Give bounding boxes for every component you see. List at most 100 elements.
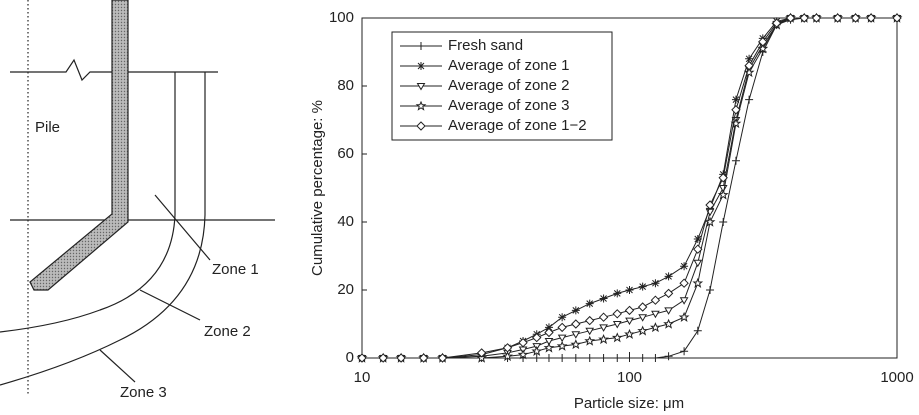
marker [571,306,580,315]
marker [717,189,729,200]
marker [625,286,634,294]
marker [650,295,661,305]
pile [29,0,129,291]
marker [638,282,647,291]
marker [570,339,582,350]
marker [613,289,622,298]
marker [706,286,715,294]
marker [637,325,649,336]
marker [811,13,822,23]
marker [571,331,581,339]
marker [544,338,554,346]
marker [679,278,689,288]
marker [557,334,567,343]
y-tick-label: 20 [337,281,354,298]
marker [599,354,608,362]
y-tick-label: 0 [346,349,354,366]
y-tick-label: 80 [337,77,354,94]
marker [719,218,728,226]
marker [502,351,513,362]
x-tick-label: 100 [617,369,642,386]
marker [731,105,741,115]
x-tick-label: 10 [354,369,371,386]
marker [544,323,553,332]
marker [693,235,702,243]
marker [517,349,529,360]
marker [678,311,690,322]
marker [745,54,754,63]
series-line [362,17,897,359]
marker [651,279,660,288]
legend-marker [417,42,425,50]
marker [664,307,673,315]
marker [584,335,596,346]
marker [476,352,488,363]
marker [692,277,704,288]
leader [139,289,201,321]
marker [651,310,660,319]
marker [598,312,609,322]
legend-marker [417,62,425,70]
marker [680,347,689,356]
marker [624,328,635,339]
marker [558,313,567,322]
marker [625,354,634,362]
marker [556,340,568,351]
legend-label: Average of zone 1−2 [448,117,587,134]
legend-marker [416,83,426,91]
marker [624,305,635,316]
marker [663,288,674,299]
marker [758,37,768,47]
marker [705,200,715,210]
marker [612,321,622,329]
marker [599,324,608,332]
marker [866,13,876,23]
marker [892,13,902,23]
marker [532,354,541,362]
x-tick-label: 1000 [880,369,913,386]
marker [663,318,674,329]
marker [396,353,406,363]
leader [154,194,211,261]
marker [731,156,740,165]
marker [611,332,623,343]
marker [585,327,595,336]
marker [664,352,673,361]
marker [693,259,703,268]
ground-line [10,58,218,82]
marker [585,354,594,362]
marker [744,60,754,71]
marker [785,13,796,23]
marker [557,322,567,333]
marker [637,302,648,312]
marker [650,322,661,333]
marker [771,18,782,28]
marker [544,354,553,362]
marker [437,353,448,363]
marker [693,326,702,335]
marker [745,95,754,104]
marker [418,353,429,363]
marker [638,354,647,362]
marker [531,345,543,356]
leader [99,349,136,383]
legend-label: Fresh sand [448,37,523,54]
marker [664,272,673,281]
y-tick-label: 40 [337,213,354,230]
marker [625,317,634,326]
marker [680,262,689,271]
diagram-label: Zone 2 [204,323,251,340]
marker [850,13,861,23]
marker [544,327,554,338]
marker [612,309,622,319]
marker [571,354,580,362]
marker [598,334,609,345]
marker [613,354,622,362]
marker [743,67,755,78]
marker [679,297,689,305]
marker [693,244,703,254]
marker [718,173,728,183]
marker [502,343,513,353]
y-tick-label: 100 [329,9,354,26]
